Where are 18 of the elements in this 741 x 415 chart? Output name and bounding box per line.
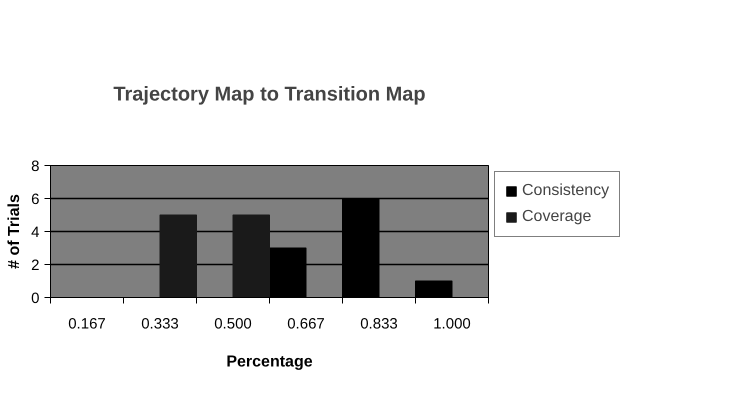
legend-label: Consistency [522,182,610,200]
x-tick-label: 0.500 [214,316,252,332]
y-axis-title: # of Trials [6,194,24,269]
x-tick-label: 1.000 [433,316,471,332]
x-tick-label: 0.833 [360,316,398,332]
y-tick-label: 4 [31,224,40,241]
y-tick-label: 2 [31,257,40,274]
bar [160,214,197,298]
x-tick-label: 0.167 [68,316,106,332]
y-tick-label: 0 [31,290,40,307]
x-axis-title: Percentage [226,354,313,370]
bar [232,214,270,298]
y-tick-label: 8 [31,158,40,175]
x-tick-label: 0.333 [141,316,179,332]
x-tick-label: 0.667 [287,316,325,332]
y-tick-label: 6 [31,191,40,208]
chart-title: Trajectory Map to Transition Map [113,84,426,106]
legend-label: Coverage [522,208,592,226]
